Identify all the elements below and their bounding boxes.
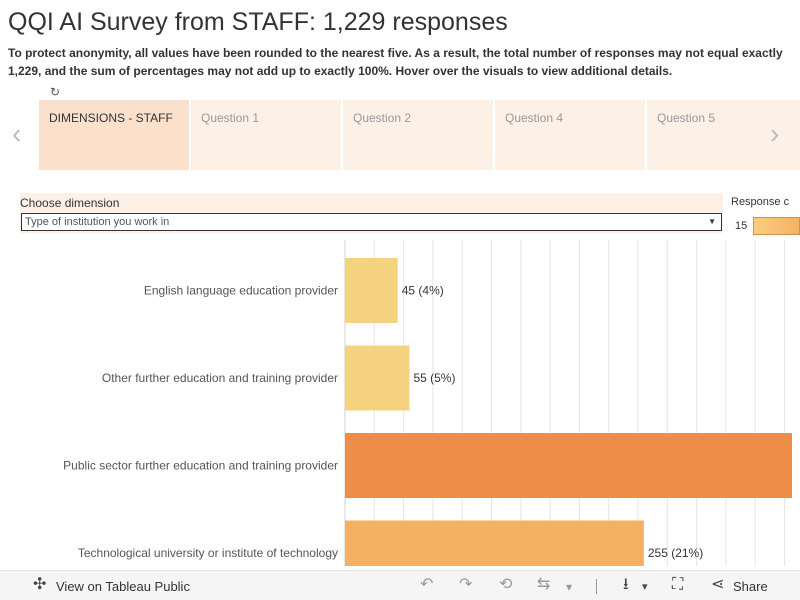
tabs-next-arrow[interactable]: ›	[770, 118, 780, 149]
legend-title: Response c	[731, 196, 790, 208]
tab-dimensions-staff[interactable]: DIMENSIONS - STAFF	[39, 100, 189, 170]
bar[interactable]	[345, 433, 792, 498]
chevron-down-icon: ▼	[708, 217, 716, 226]
download-icon[interactable]: ⭳	[623, 576, 629, 593]
fullscreen-icon[interactable]: ⛶	[672, 576, 684, 593]
bar[interactable]	[345, 520, 644, 567]
category-label: Technological university or institute of…	[78, 546, 338, 560]
legend-color-ramp	[753, 217, 800, 235]
dimension-filter: Choose dimension Type of institution you…	[20, 193, 723, 233]
tableau-logo-icon[interactable]: ✣	[33, 576, 47, 593]
toolbar-divider	[596, 579, 597, 594]
bar-chart: English language education provider 45 (4…	[63, 240, 792, 567]
dimension-select-value: Type of institution you work in	[25, 216, 170, 228]
pause-updates-icon[interactable]: ⇆	[537, 576, 551, 593]
category-label: Other further education and training pro…	[102, 371, 338, 385]
tabs-prev-arrow[interactable]: ‹	[12, 118, 22, 149]
data-label: 45 (4%)	[402, 284, 444, 298]
undo-icon[interactable]: ↶	[420, 576, 434, 593]
view-on-tableau-link[interactable]: View on Tableau Public	[56, 579, 190, 594]
data-label: 55 (5%)	[413, 371, 455, 385]
bar[interactable]	[345, 258, 398, 323]
category-label: English language education provider	[144, 284, 338, 298]
tab-question-4[interactable]: Question 4	[495, 100, 645, 170]
data-label: 255 (21%)	[648, 546, 703, 560]
tab-question-1[interactable]: Question 1	[191, 100, 341, 170]
tab-question-5[interactable]: Question 5	[647, 100, 800, 170]
share-button[interactable]: Share	[733, 579, 768, 594]
bar[interactable]	[345, 345, 410, 411]
dimension-filter-label: Choose dimension	[20, 196, 120, 210]
page-title: QQI AI Survey from STAFF: 1,229 response…	[8, 8, 508, 36]
tab-question-2[interactable]: Question 2	[343, 100, 493, 170]
chevron-down-icon[interactable]: ▾	[566, 580, 573, 594]
tableau-toolbar: ✣ View on Tableau Public ↶ ↷ ⟲ ⇆ ▾ ⭳ ▾ ⛶…	[0, 570, 800, 600]
category-label: Public sector further education and trai…	[63, 459, 338, 473]
refresh-icon[interactable]: ↻	[50, 85, 61, 99]
revert-icon[interactable]: ⟲	[499, 576, 513, 593]
legend-min-label: 15	[735, 220, 748, 232]
chevron-down-icon[interactable]: ▾	[642, 581, 648, 593]
redo-icon[interactable]: ↷	[459, 576, 473, 593]
share-icon[interactable]: ⋖	[711, 576, 725, 593]
page-subtitle: To protect anonymity, all values have be…	[8, 46, 783, 78]
dimension-select[interactable]: Type of institution you work in ▼	[21, 213, 722, 231]
story-tabs: DIMENSIONS - STAFF Question 1 Question 2…	[39, 100, 800, 170]
